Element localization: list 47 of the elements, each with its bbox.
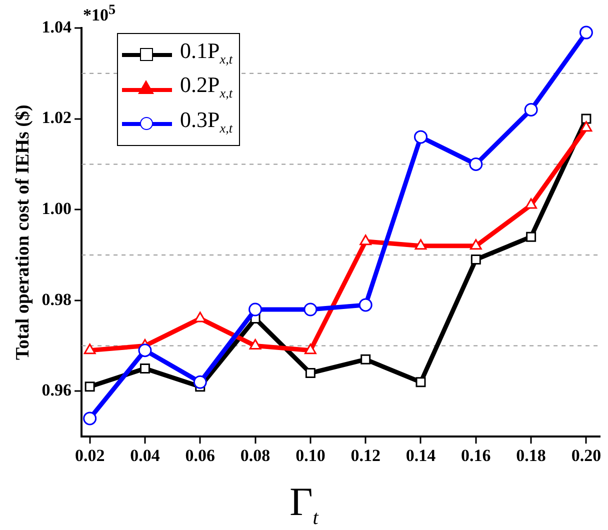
x-tick-label: 0.02 <box>74 446 105 466</box>
x-tick-label: 0.04 <box>130 446 160 466</box>
x-tick-label: 0.16 <box>461 446 491 466</box>
point <box>248 302 262 316</box>
point <box>414 239 427 250</box>
point <box>470 254 481 265</box>
text: *10$^{5}$ <box>83 2 116 26</box>
point <box>526 232 536 242</box>
point <box>360 354 371 364</box>
x-tick-label: 0.18 <box>516 446 546 466</box>
point <box>360 234 372 246</box>
point <box>469 157 483 171</box>
point <box>249 339 262 350</box>
y-tick-label: 1.04 <box>42 17 72 36</box>
legend-label: 0.1P$_{x,t}$ <box>180 38 233 68</box>
point <box>304 302 318 316</box>
point <box>84 382 95 392</box>
y-axis-title: Total operation cost of IEHs ($) <box>12 104 34 360</box>
x-axis-title: Γ$_{t}$ <box>288 478 320 530</box>
point <box>579 26 593 40</box>
y-tick-label: 0.96 <box>42 380 72 400</box>
legend-label: 0.3P$_{x,t}$ <box>180 106 233 138</box>
x-tick-label: 0.10 <box>296 446 326 466</box>
x-tick-label: 0.12 <box>350 446 380 466</box>
point <box>524 102 538 116</box>
x-tick-label: 0.20 <box>571 446 602 466</box>
x-tick-label: 0.14 <box>406 446 436 466</box>
point <box>305 368 316 378</box>
point <box>140 364 150 374</box>
point <box>138 344 152 358</box>
point <box>358 298 372 312</box>
point <box>84 344 96 354</box>
point <box>83 412 97 426</box>
point <box>414 130 428 144</box>
x-tick-label: 0.08 <box>240 446 270 466</box>
point <box>581 114 592 124</box>
x-tick-label: 0.06 <box>185 446 216 466</box>
point <box>580 121 592 132</box>
y-tick-label: 1.02 <box>42 108 72 128</box>
legend-label: 0.2P$_{x,t}$ <box>180 72 233 103</box>
point <box>525 198 538 209</box>
point <box>470 239 482 250</box>
point <box>416 377 426 388</box>
y-tick-label: 0.98 <box>42 290 72 309</box>
point <box>193 375 207 389</box>
point <box>304 344 316 354</box>
y-tick-label: 1.00 <box>42 198 72 218</box>
